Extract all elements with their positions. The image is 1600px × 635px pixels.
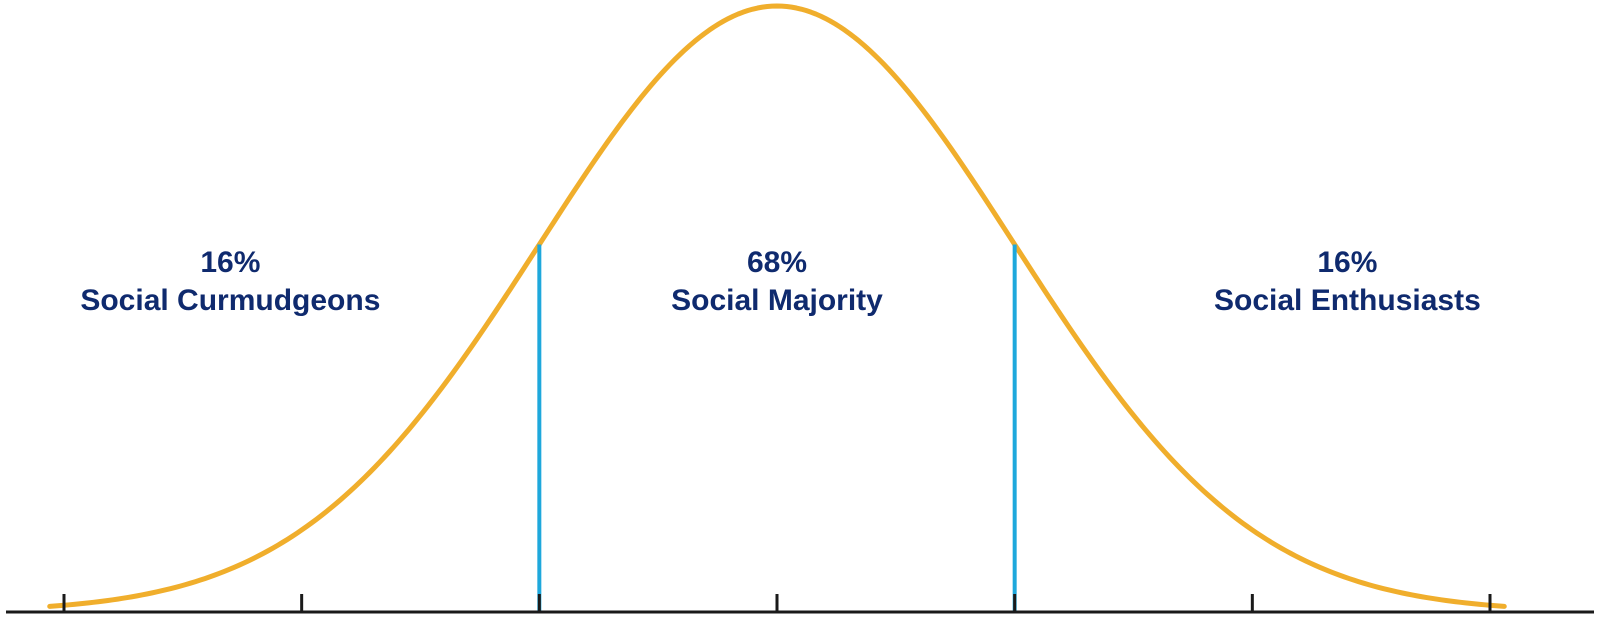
bell-curve-line — [47, 3, 1507, 609]
region-percent-curmudgeons: 16% — [200, 246, 261, 279]
region-percent-majority: 68% — [746, 246, 808, 279]
region-name-enthusiasts: Social Enthusiasts — [1214, 284, 1481, 317]
region-name-curmudgeons: Social Curmudgeons — [80, 284, 381, 317]
region-label-majority: 68% Social Majority — [671, 244, 883, 320]
region-name-majority: Social Majority — [671, 284, 883, 317]
region-label-enthusiasts: 16% Social Enthusiasts — [1214, 244, 1481, 320]
region-percent-enthusiasts: 16% — [1317, 246, 1378, 279]
region-label-curmudgeons: 16% Social Curmudgeons — [80, 244, 380, 320]
